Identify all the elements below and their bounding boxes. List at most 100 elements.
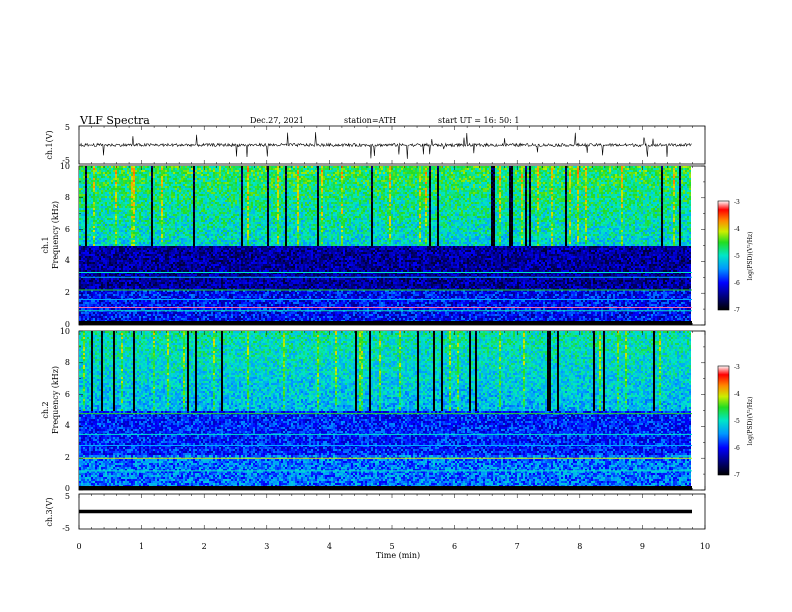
spectrogram-cell <box>187 264 189 266</box>
spectrogram-cell <box>151 252 153 254</box>
spectrogram-cell <box>183 226 185 228</box>
spectrogram-cell <box>203 218 205 220</box>
spectrogram-cell <box>115 182 117 184</box>
spectrogram-cell <box>123 286 125 288</box>
spectrogram-cell <box>197 226 199 228</box>
spectrogram-cell <box>203 224 205 226</box>
spectrogram-cell <box>147 184 149 186</box>
spectrogram-cell <box>191 234 193 236</box>
spectrogram-cell <box>135 240 137 242</box>
spectrogram-cell <box>97 268 99 270</box>
spectrogram-cell <box>189 240 191 242</box>
spectrogram-cell <box>87 300 89 302</box>
spectrogram-cell <box>187 212 189 214</box>
spectrogram-cell <box>81 312 83 314</box>
spectrogram-cell <box>137 296 139 298</box>
spectrogram-cell <box>89 312 91 314</box>
spectrogram-cell <box>183 218 185 220</box>
spectrogram-cell <box>121 170 123 172</box>
spectrogram-cell <box>111 264 113 266</box>
spectrogram-cell <box>85 298 87 300</box>
spectrogram-cell <box>163 172 165 174</box>
spectrogram-cell <box>161 302 163 304</box>
spectrogram-cell <box>179 228 181 230</box>
spectrogram-cell <box>81 228 83 230</box>
spectrogram-cell <box>107 270 109 272</box>
spectrogram-cell <box>129 224 131 226</box>
spectrogram-cell <box>191 226 193 228</box>
spectrogram-cell <box>111 218 113 220</box>
spectrogram-cell <box>195 188 197 190</box>
spectrogram-cell <box>157 296 159 298</box>
spectrogram-cell <box>89 166 91 168</box>
spectrogram-cell <box>93 232 95 234</box>
spectrogram-cell <box>201 210 203 212</box>
spectrogram-cell <box>83 190 85 192</box>
spectrogram-cell <box>203 308 205 310</box>
spectrogram-cell <box>185 218 187 220</box>
spectrogram-cell <box>149 206 151 208</box>
spectrogram-cell <box>141 298 143 300</box>
spectrogram-cell <box>197 268 199 270</box>
spectrogram-cell <box>139 274 141 276</box>
spectrogram-cell <box>151 220 153 222</box>
spectrogram-cell <box>143 268 145 270</box>
spectrogram-cell <box>93 214 95 216</box>
spectrogram-cell <box>189 292 191 294</box>
spectrogram-cell <box>173 192 175 194</box>
spectrogram-cell <box>153 226 155 228</box>
spectrogram-cell <box>189 168 191 170</box>
spectrogram-cell <box>143 166 145 168</box>
spectrogram-cell <box>105 200 107 202</box>
spectrogram-cell <box>121 246 123 248</box>
spectrogram-cell <box>193 248 195 250</box>
spectrogram-cell <box>185 296 187 298</box>
spectrogram-cell <box>115 198 117 200</box>
spectrogram-cell <box>145 258 147 260</box>
spectrogram-cell <box>89 240 91 242</box>
spectrogram-cell <box>133 244 135 246</box>
spectrogram-cell <box>165 264 167 266</box>
spectrogram-cell <box>95 200 97 202</box>
spectrogram-cell <box>167 216 169 218</box>
spectrogram-cell <box>113 290 115 292</box>
spectrogram-cell <box>79 270 81 272</box>
spectrogram-cell <box>91 290 93 292</box>
spectrogram-cell <box>189 286 191 288</box>
spectrogram-cell <box>143 190 145 192</box>
spectrogram-cell <box>157 250 159 252</box>
spectrogram-cell <box>81 204 83 206</box>
spectrogram-cell <box>189 256 191 258</box>
spectrogram-cell <box>117 236 119 238</box>
spectrogram-cell <box>195 282 197 284</box>
spectrogram-cell <box>121 234 123 236</box>
spectrogram-cell <box>101 268 103 270</box>
spectrogram-cell <box>197 228 199 230</box>
spectrogram-cell <box>187 278 189 280</box>
spectrogram-cell <box>197 176 199 178</box>
spectrogram-cell <box>111 244 113 246</box>
spectrogram-cell <box>137 200 139 202</box>
spectrogram-cell <box>185 216 187 218</box>
spectrogram-cell <box>125 178 127 180</box>
spectrogram-cell <box>101 230 103 232</box>
spectrogram-cell <box>155 258 157 260</box>
spectrogram-cell <box>169 308 171 310</box>
spectrogram-cell <box>177 226 179 228</box>
spectrogram-cell <box>203 246 205 248</box>
spectrogram-cell <box>157 306 159 308</box>
spectrogram-cell <box>115 234 117 236</box>
spectrogram-cell <box>185 250 187 252</box>
spectrogram-cell <box>177 204 179 206</box>
spectrogram-cell <box>95 220 97 222</box>
spectrogram-cell <box>147 300 149 302</box>
spectrogram-cell <box>95 240 97 242</box>
spectrogram-cell <box>101 278 103 280</box>
spectrogram-cell <box>147 252 149 254</box>
spectrogram-cell <box>119 184 121 186</box>
spectrogram-cell <box>203 306 205 308</box>
spectrogram-cell <box>85 228 87 230</box>
spectrogram-cell <box>191 232 193 234</box>
spectrogram-cell <box>91 274 93 276</box>
spectrogram-cell <box>163 180 165 182</box>
